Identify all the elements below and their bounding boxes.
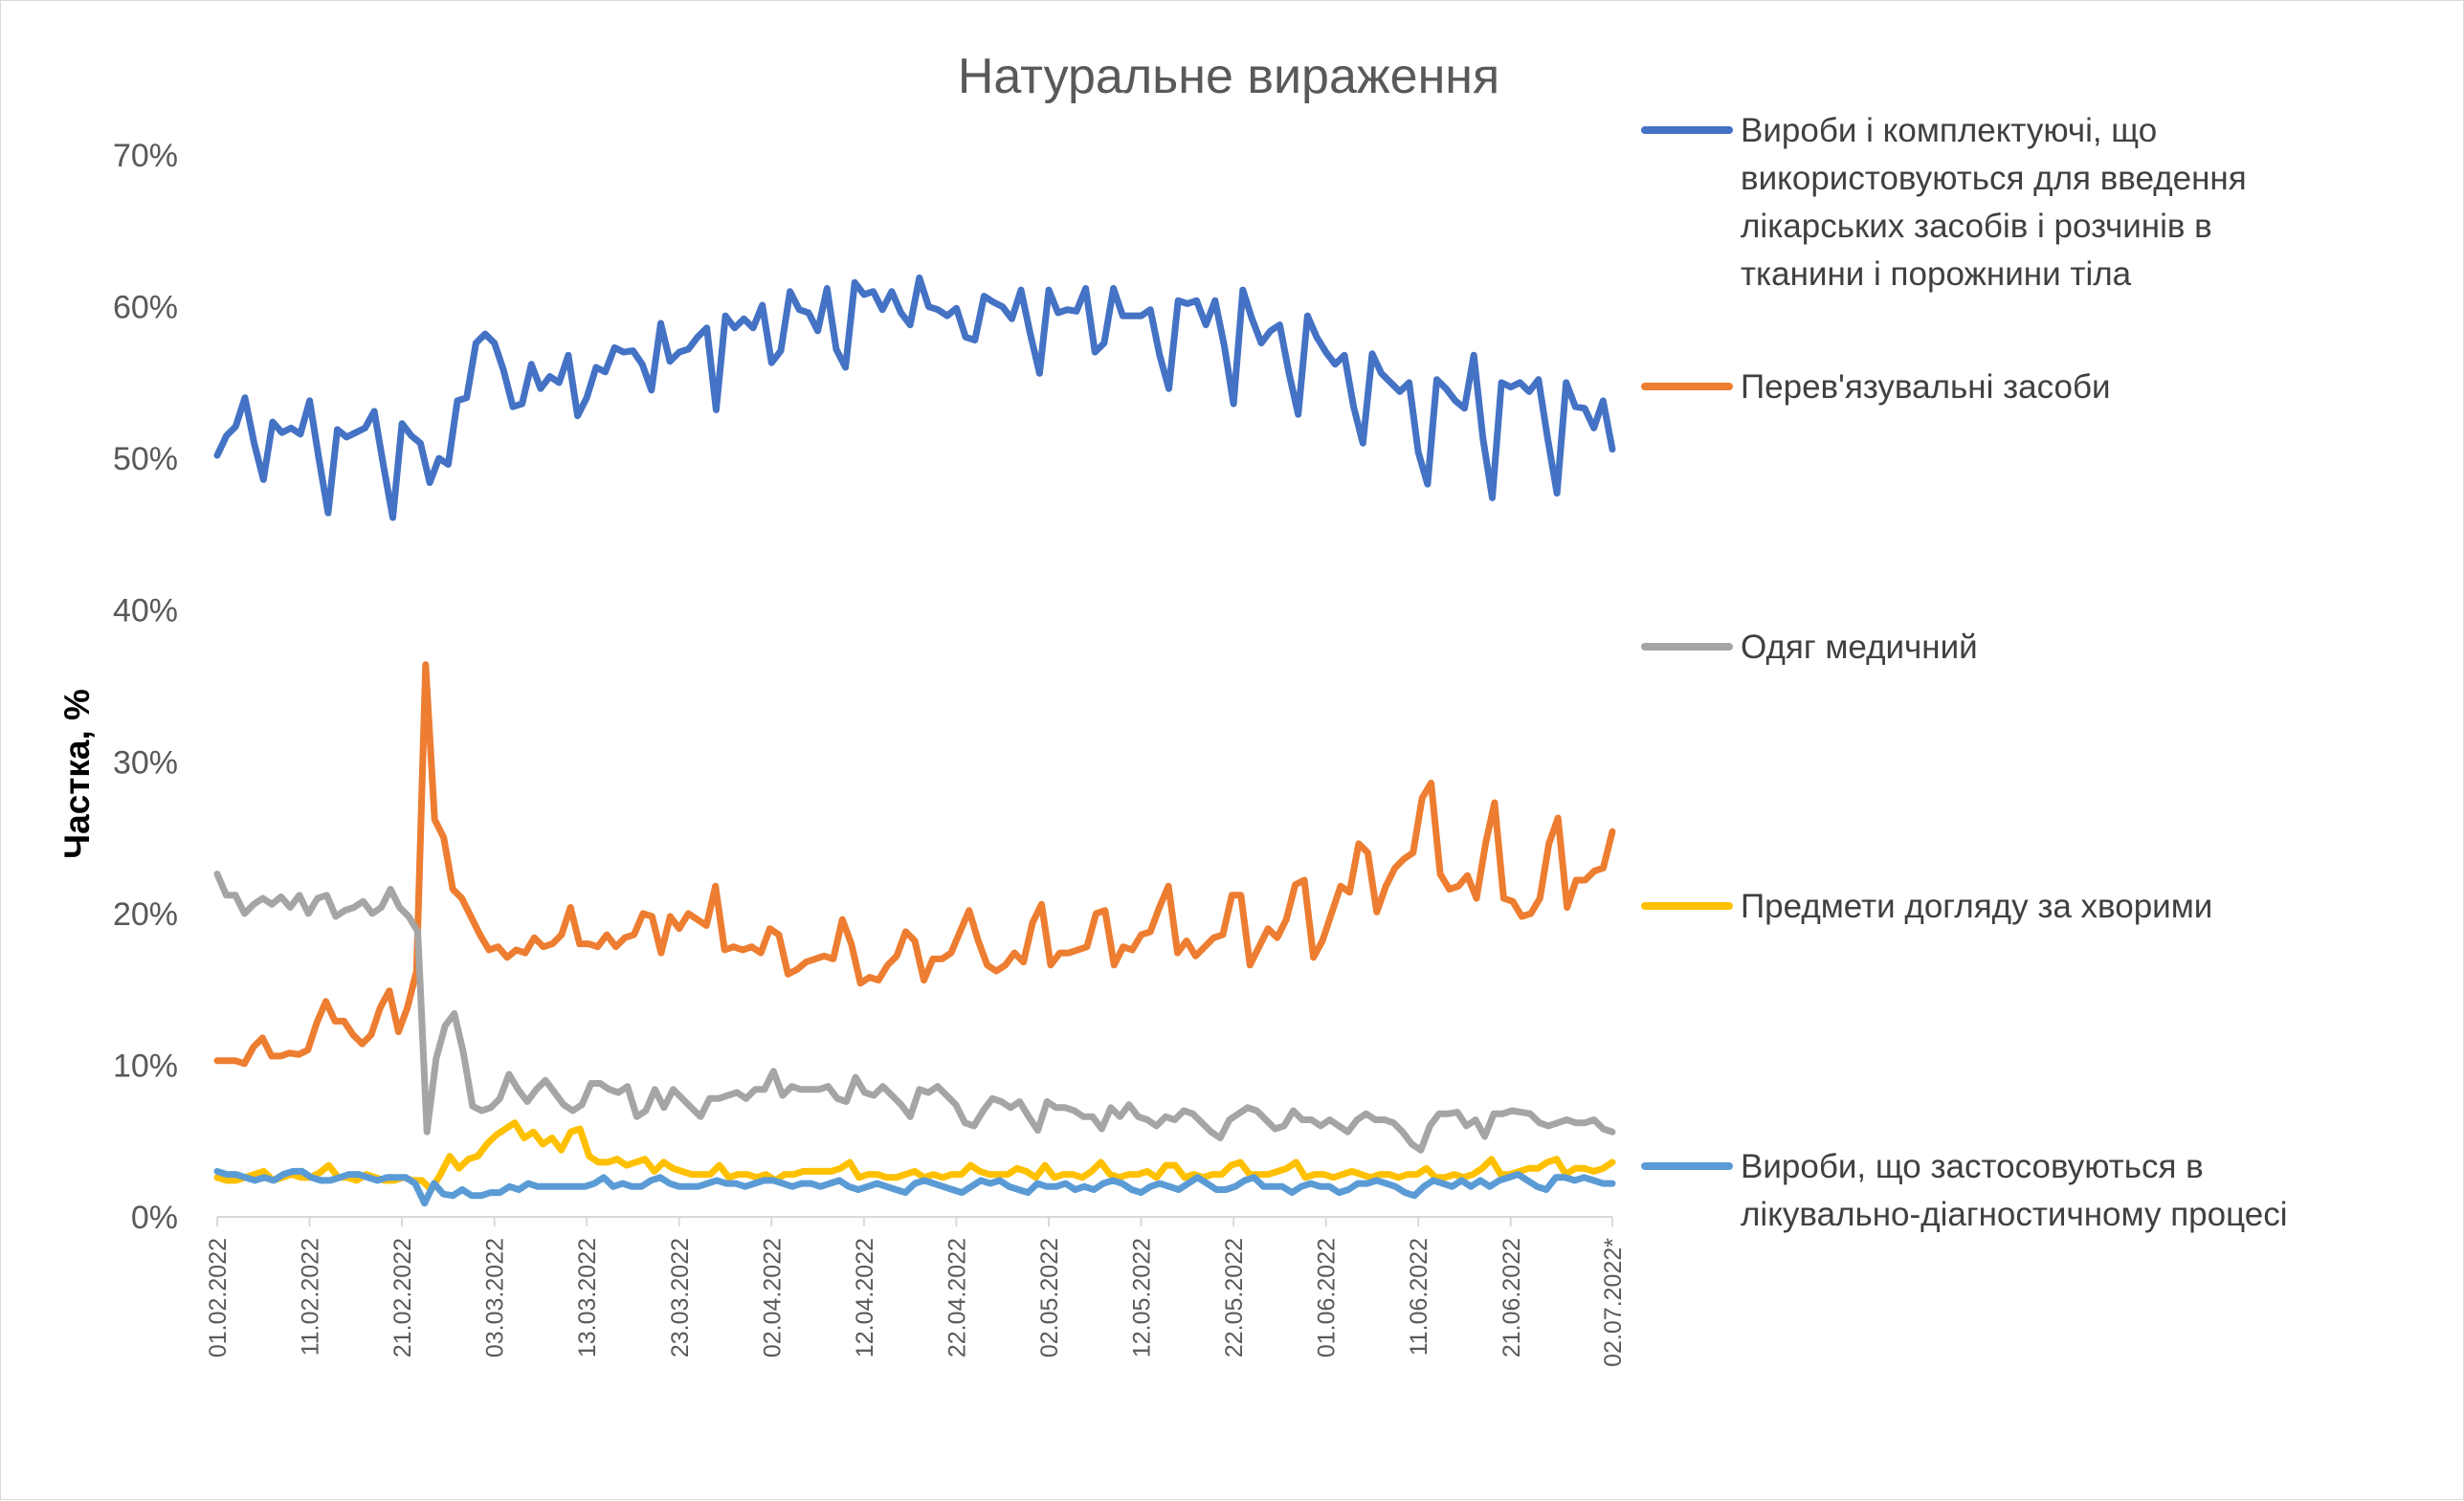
- x-tick-label: 21.02.2022: [389, 1238, 416, 1358]
- x-tick-label: 03.03.2022: [482, 1238, 509, 1358]
- x-tick-label: 02.04.2022: [759, 1238, 786, 1358]
- x-tick-label: 22.05.2022: [1221, 1238, 1248, 1358]
- x-tick-label: 21.06.2022: [1498, 1238, 1525, 1358]
- x-tick-label: 11.02.2022: [298, 1238, 324, 1356]
- x-tick-label: 11.06.2022: [1406, 1238, 1432, 1356]
- y-axis-ticks: 0% 10% 20% 30% 40% 50% 60% 70%: [113, 138, 178, 1236]
- x-axis-ticks: 01.02.2022 11.02.2022 21.02.2022 03.03.2022…: [205, 1217, 1627, 1367]
- x-tick-label: 12.05.2022: [1129, 1238, 1156, 1358]
- x-tick-label: 01.02.2022: [205, 1238, 232, 1358]
- x-tick-label: 01.06.2022: [1314, 1238, 1341, 1358]
- y-axis-label: Частка, %: [57, 689, 97, 859]
- y-tick-label: 30%: [113, 744, 178, 781]
- y-tick-label: 50%: [113, 441, 178, 477]
- chart-title: Натуральне вираження: [958, 49, 1499, 104]
- x-tick-label: 02.05.2022: [1036, 1238, 1063, 1358]
- series-lines: [213, 274, 1616, 1207]
- y-tick-label: 0%: [131, 1200, 178, 1236]
- y-tick-label: 10%: [113, 1048, 178, 1084]
- x-tick-label: 12.04.2022: [852, 1238, 878, 1358]
- x-tick-label: 23.03.2022: [667, 1238, 694, 1358]
- y-tick-label: 40%: [113, 593, 178, 629]
- series-line-2: [213, 661, 1616, 1068]
- series-line-5: [213, 1167, 1616, 1207]
- legend-entry-4: Предмети догляду за хворими: [1741, 888, 2212, 925]
- series-line-1: [213, 274, 1616, 521]
- x-tick-label: 13.03.2022: [574, 1238, 601, 1358]
- legend-entry-3: Одяг медичний: [1741, 629, 1978, 666]
- series-line-3: [213, 871, 1616, 1154]
- legend: Вироби і комплектуючі, що використовуютьс…: [1641, 112, 2287, 1233]
- legend-entry-1: Вироби і комплектуючі, що використовуютьс…: [1741, 112, 2247, 293]
- x-tick-label: 02.07.2022*: [1600, 1238, 1627, 1367]
- y-tick-label: 70%: [113, 138, 178, 174]
- y-tick-label: 60%: [113, 290, 178, 326]
- x-tick-label: 22.04.2022: [943, 1238, 970, 1358]
- y-tick-label: 20%: [113, 896, 178, 933]
- legend-entry-2: Перев'язувальні засоби: [1741, 368, 2111, 406]
- series-line-4: [213, 1119, 1616, 1193]
- legend-entry-5: Вироби, що застосовуються в лікувально-ді…: [1741, 1148, 2287, 1233]
